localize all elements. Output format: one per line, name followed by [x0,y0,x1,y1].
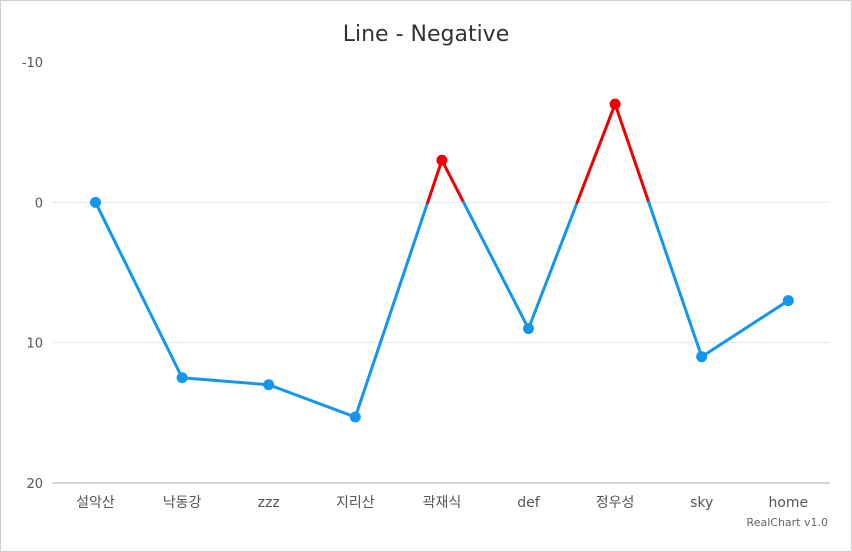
line-segment [426,158,444,204]
data-point [609,98,621,110]
series-points [90,98,794,423]
chart-title: Line - Negative [342,22,510,47]
line-segment [613,102,651,204]
grid-lines [52,201,830,484]
line-segment [94,200,184,380]
x-tick-label: zzz [258,495,280,511]
line-segment [353,200,430,419]
data-point [349,411,361,423]
x-tick-label: def [517,495,541,511]
line-segment [180,376,271,387]
data-point [782,295,794,307]
y-tick-label: 10 [26,337,43,352]
y-tick-label: -10 [22,56,43,71]
x-tick-label: 정우성 [596,495,635,511]
line-segment [440,158,466,204]
x-axis-labels: 설악산 낙동강 zzz 지리산 곽재식 def 정우성 sky home [76,495,808,511]
data-point [90,196,101,208]
data-point [696,351,708,363]
line-segment [575,102,617,204]
line-segment [462,200,530,331]
data-point [523,323,534,335]
y-axis-labels: -10 0 10 20 [22,56,43,492]
data-point [436,154,448,166]
x-tick-label: home [768,495,808,511]
x-tick-label: 곽재식 [423,495,462,511]
data-point [263,379,275,391]
x-tick-label: 설악산 [76,495,115,511]
line-segment [647,200,704,359]
y-tick-label: 0 [35,196,43,211]
x-tick-label: 지리산 [336,495,375,511]
line-segment [527,200,579,331]
y-tick-label: 20 [26,477,43,492]
line-segment [267,383,357,419]
x-tick-label: 낙동강 [163,495,202,511]
x-tick-label: sky [690,495,713,511]
chart-credit: RealChart v1.0 [746,516,828,529]
line-segment [700,299,790,359]
series-line [94,102,790,419]
data-point [176,372,188,384]
